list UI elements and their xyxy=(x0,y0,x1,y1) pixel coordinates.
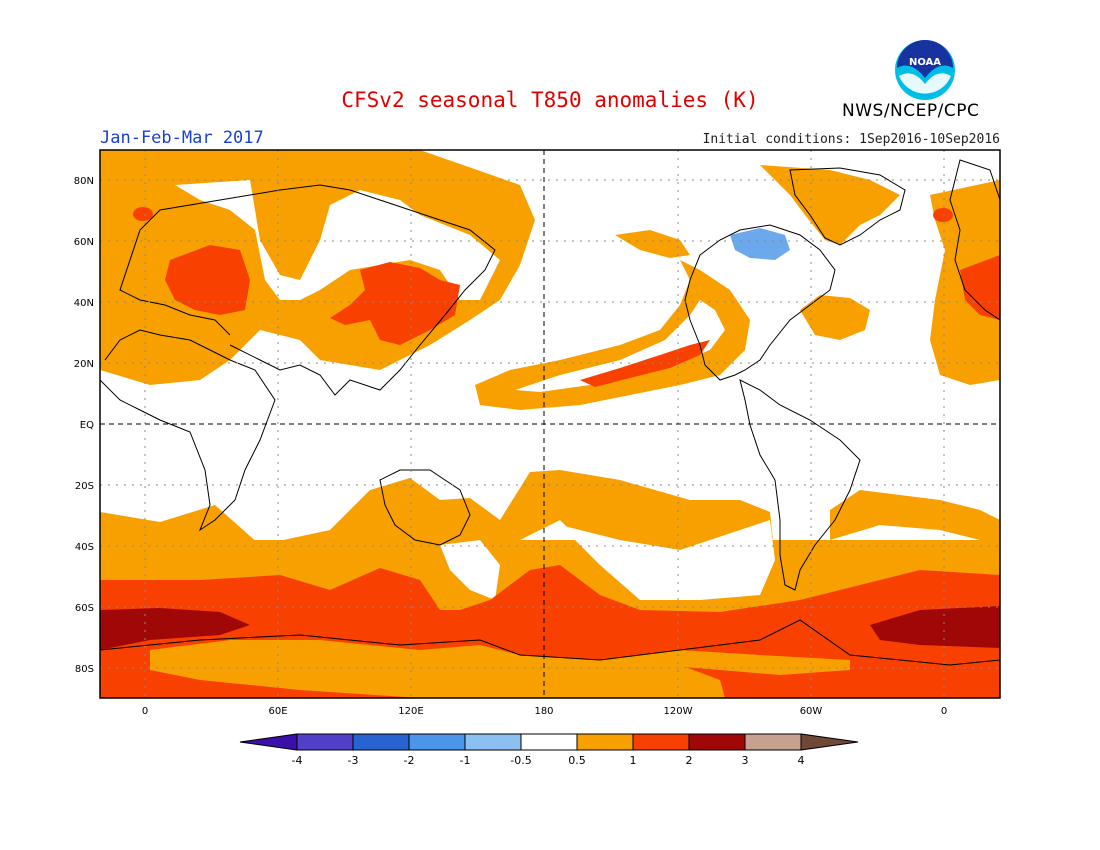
anomaly-region xyxy=(870,606,1000,648)
colorbar-label: 3 xyxy=(742,754,749,767)
agency-label: NWS/NCEP/CPC xyxy=(842,101,980,121)
colorbar-swatch xyxy=(408,733,466,751)
anomaly-region xyxy=(730,228,790,260)
anomaly-region xyxy=(165,245,250,315)
anomaly-region xyxy=(133,207,153,221)
noaa-logo: NOAA xyxy=(895,40,955,100)
lon-label: 60W xyxy=(800,706,823,717)
colorbar-swatch xyxy=(520,733,578,751)
colorbar-label: -1 xyxy=(460,754,471,767)
lat-label: 40S xyxy=(75,542,94,553)
anomaly-region xyxy=(475,260,750,410)
lat-label: 80N xyxy=(74,176,94,187)
anomaly-region xyxy=(150,640,725,698)
coastlines xyxy=(100,159,1000,666)
colorbar-swatch xyxy=(352,733,410,751)
lat-label: 60S xyxy=(75,603,94,614)
anomaly-region xyxy=(760,165,900,245)
logo-text: NOAA xyxy=(909,57,941,68)
colorbar-label: -4 xyxy=(292,754,303,767)
chart-title: CFSv2 seasonal T850 anomalies (K) xyxy=(341,88,759,112)
lon-label: 0 xyxy=(941,706,947,717)
anomaly-region xyxy=(615,230,690,258)
colorbar-swatch xyxy=(464,733,522,751)
anomaly-region xyxy=(560,520,775,600)
colorbar-swatch xyxy=(744,733,802,751)
anomaly-region xyxy=(175,180,500,300)
colorbar-label: -3 xyxy=(348,754,359,767)
lat-label: 20S xyxy=(75,481,94,492)
anomaly-region xyxy=(830,490,1000,545)
anomaly-region xyxy=(800,295,870,340)
map-frame xyxy=(99,149,1001,699)
lon-label: 120W xyxy=(664,706,693,717)
colorbar-label: -0.5 xyxy=(510,754,531,767)
forecast-period: Jan-Feb-Mar 2017 xyxy=(100,128,264,148)
anomaly-region xyxy=(330,262,460,345)
colorbar-label: 4 xyxy=(798,754,805,767)
colorbar-label: 0.5 xyxy=(568,754,586,767)
colorbar-swatch xyxy=(688,733,746,751)
anomaly-region xyxy=(100,608,250,650)
lat-label: 40N xyxy=(74,298,94,309)
colorbar-min-arrow xyxy=(239,733,298,751)
lon-label: 120E xyxy=(398,706,423,717)
anomaly-region xyxy=(600,650,850,675)
lon-label: 0 xyxy=(142,706,148,717)
initial-conditions: Initial conditions: 1Sep2016-10Sep2016 xyxy=(702,132,1000,147)
colorbar-label: -2 xyxy=(404,754,415,767)
lat-label: EQ xyxy=(80,420,94,431)
lat-label: 60N xyxy=(74,237,94,248)
anomaly-region xyxy=(933,208,953,222)
anomaly-region xyxy=(440,540,500,600)
colorbar-swatch xyxy=(296,733,354,751)
colorbar-label: 2 xyxy=(686,754,693,767)
anomaly-region xyxy=(960,255,1000,320)
colorbar-swatch xyxy=(576,733,634,751)
colorbar-max-arrow xyxy=(800,733,859,751)
lat-label: 80S xyxy=(75,664,94,675)
colorbar-swatch xyxy=(632,733,690,751)
lon-label: 180 xyxy=(534,706,553,717)
colorbar-label: 1 xyxy=(630,754,637,767)
lat-label: 20N xyxy=(74,359,94,370)
lon-label: 60E xyxy=(268,706,287,717)
reference-lines xyxy=(100,150,1000,698)
